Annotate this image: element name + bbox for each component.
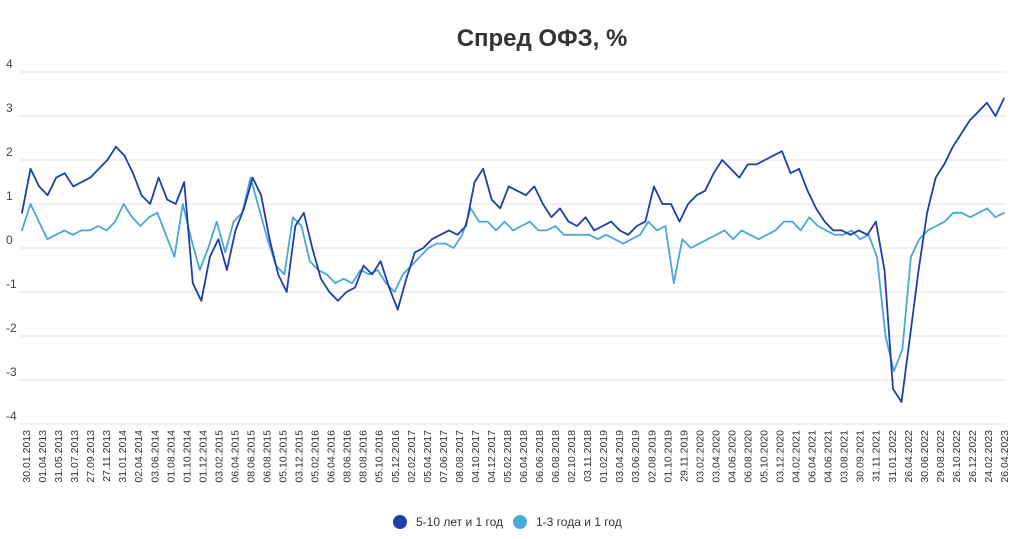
legend-label-1: 1-3 года и 1 год xyxy=(536,515,622,529)
y-tick-label: -2 xyxy=(6,321,17,335)
y-tick-label: -3 xyxy=(6,365,17,379)
x-tick-label: 03.06.2019 xyxy=(630,430,642,483)
x-tick-label: 31.01.2022 xyxy=(887,430,899,483)
grid-lines xyxy=(20,71,1006,425)
x-tick-label: 05.02.2016 xyxy=(310,430,322,483)
x-tick-label: 08.06.2015 xyxy=(245,430,257,483)
x-tick-label: 01.02.2019 xyxy=(598,430,610,483)
y-tick-label: -1 xyxy=(6,277,17,291)
x-tick-label: 05.10.2016 xyxy=(374,430,386,483)
x-tick-label: 06.04.2021 xyxy=(807,430,819,483)
y-tick-label: -4 xyxy=(6,409,17,423)
x-tick-label: 02.04.2014 xyxy=(133,430,145,483)
x-tick-label: 03.12.2015 xyxy=(294,430,306,483)
x-tick-label: 31.05.2013 xyxy=(53,430,65,483)
x-tick-label: 03.02.2015 xyxy=(213,430,225,483)
series-lines xyxy=(21,97,1005,403)
x-tick-label: 27.09.2013 xyxy=(85,430,97,483)
legend-label-0: 5-10 лет и 1 год xyxy=(416,515,503,529)
x-tick-label: 03.11.2018 xyxy=(582,430,594,482)
x-tick-label: 27.11.2013 xyxy=(101,430,113,482)
x-tick-label: 26.04.2022 xyxy=(903,430,915,483)
x-tick-label: 06.04.2015 xyxy=(229,430,241,483)
x-tick-label: 06.04.2018 xyxy=(518,430,530,483)
legend-marker-1 xyxy=(513,515,527,529)
legend-marker-0 xyxy=(393,515,407,529)
chart-title: Спред ОФЗ, % xyxy=(457,25,628,52)
x-tick-label: 26.12.2022 xyxy=(967,430,979,483)
x-tick-label: 04.12.2017 xyxy=(486,430,498,483)
x-tick-label: 06.08.2020 xyxy=(742,430,754,483)
x-tick-label: 02.02.2017 xyxy=(406,430,418,483)
x-tick-label: 05.12.2016 xyxy=(390,430,402,483)
x-tick-label: 05.02.2018 xyxy=(502,430,514,483)
x-tick-label: 08.08.2016 xyxy=(358,430,370,483)
x-tick-label: 30.09.2021 xyxy=(855,430,867,483)
x-tick-label: 08.06.2016 xyxy=(342,430,354,483)
x-tick-label: 03.06.2014 xyxy=(149,430,161,483)
x-tick-label: 04.02.2021 xyxy=(791,430,803,483)
x-tick-label: 31.07.2013 xyxy=(69,430,81,483)
x-tick-label: 05.10.2015 xyxy=(278,430,290,483)
x-tick-label: 26.04.2023 xyxy=(999,430,1011,483)
x-tick-label: 06.06.2018 xyxy=(534,430,546,483)
x-tick-label: 01.04.2013 xyxy=(37,430,49,483)
x-tick-label: 01.10.2019 xyxy=(662,430,674,483)
x-axis-ticks: 30.01.2013 01.04.2013 31.05.2013 31.07.2013… xyxy=(21,430,1011,483)
x-tick-label: 29.11.2019 xyxy=(678,430,690,482)
legend: 5-10 лет и 1 год 1-3 года и 1 год xyxy=(393,515,622,529)
x-tick-label: 03.04.2020 xyxy=(710,430,722,483)
x-tick-label: 03.08.2021 xyxy=(839,430,851,483)
x-tick-label: 07.06.2017 xyxy=(438,430,450,483)
x-tick-label: 29.08.2022 xyxy=(935,430,947,483)
x-tick-label: 01.08.2014 xyxy=(165,430,177,483)
y-tick-label: 4 xyxy=(6,57,13,71)
x-tick-label: 01.10.2014 xyxy=(181,430,193,483)
y-tick-label: 2 xyxy=(6,145,13,159)
x-tick-label: 30.06.2022 xyxy=(919,430,931,483)
x-tick-label: 24.02.2023 xyxy=(983,430,995,483)
y-axis-ticks: 4 3 2 1 0 -1 -2 -3 -4 xyxy=(6,57,17,423)
x-tick-label: 01.12.2014 xyxy=(197,430,209,483)
x-tick-label: 31.01.2014 xyxy=(117,430,129,483)
x-tick-label: 06.08.2015 xyxy=(261,430,273,483)
x-tick-label: 30.01.2013 xyxy=(21,430,33,483)
x-tick-label: 05.04.2017 xyxy=(422,430,434,483)
series-line-1 xyxy=(21,176,1005,373)
x-tick-label: 06.08.2018 xyxy=(550,430,562,483)
y-tick-label: 1 xyxy=(6,189,13,203)
x-tick-label: 03.02.2020 xyxy=(694,430,706,483)
x-tick-label: 05.10.2020 xyxy=(759,430,771,483)
x-tick-label: 08.08.2017 xyxy=(454,430,466,483)
x-tick-label: 06.04.2016 xyxy=(326,430,338,483)
x-tick-label: 31.11.2021 xyxy=(871,430,883,482)
x-tick-label: 04.10.2017 xyxy=(470,430,482,483)
x-tick-label: 04.06.2021 xyxy=(823,430,835,483)
x-tick-label: 03.04.2019 xyxy=(614,430,626,483)
series-line-0 xyxy=(21,97,1005,403)
x-tick-label: 04.06.2020 xyxy=(726,430,738,483)
y-tick-label: 3 xyxy=(6,101,13,115)
x-tick-label: 02.10.2018 xyxy=(566,430,578,483)
x-tick-label: 02.08.2019 xyxy=(646,430,658,483)
y-tick-label: 0 xyxy=(6,233,13,247)
x-tick-label: 26.10.2022 xyxy=(951,430,963,483)
x-tick-label: 03.12.2020 xyxy=(775,430,787,483)
